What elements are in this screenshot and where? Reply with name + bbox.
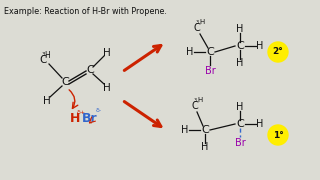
Text: 3: 3 [196,19,199,24]
Text: H: H [44,51,50,60]
Text: H: H [236,58,244,68]
Text: C: C [194,23,200,33]
Text: H: H [43,96,51,106]
Circle shape [268,42,288,62]
Text: C: C [236,41,244,51]
Text: H: H [103,83,111,93]
Text: C: C [39,55,47,65]
Text: H: H [70,111,80,125]
Text: H: H [199,19,204,25]
Text: δ+: δ+ [76,109,85,114]
Text: Example: Reaction of H-Br with Propene.: Example: Reaction of H-Br with Propene. [4,7,167,16]
Text: C: C [236,119,244,129]
Text: H: H [256,119,264,129]
Text: Br: Br [82,111,98,125]
Text: δ-: δ- [96,109,102,114]
Circle shape [268,125,288,145]
Text: H: H [236,24,244,34]
Text: Br: Br [204,66,215,76]
Text: H: H [197,97,203,103]
Text: H: H [256,41,264,51]
Text: H: H [103,48,111,58]
Text: 3: 3 [193,98,196,102]
Text: H: H [186,47,194,57]
Text: 1°: 1° [273,130,284,140]
Text: C: C [192,101,198,111]
Text: Br: Br [235,138,245,148]
Text: 3: 3 [41,53,45,57]
Text: H: H [181,125,189,135]
Text: H: H [236,102,244,112]
Text: C: C [201,125,209,135]
Text: C: C [86,65,94,75]
Text: C: C [206,47,214,57]
Text: 2°: 2° [273,48,284,57]
Text: C: C [61,77,69,87]
Text: H: H [201,142,209,152]
